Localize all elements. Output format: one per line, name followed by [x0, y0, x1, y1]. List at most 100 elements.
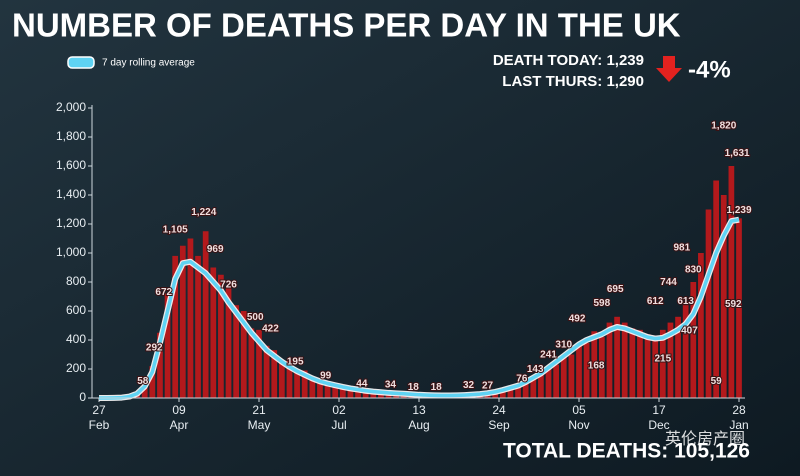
bar — [591, 331, 598, 398]
data-label: 1,239 — [726, 205, 751, 216]
bar — [362, 391, 369, 398]
bar — [515, 384, 521, 398]
data-label: 99 — [320, 370, 332, 381]
bar — [378, 392, 384, 398]
data-label: 492 — [569, 313, 586, 324]
y-tick-label: 1,600 — [56, 158, 86, 172]
data-label: 1,820 — [711, 121, 736, 132]
bar — [698, 253, 704, 398]
bar — [202, 231, 209, 398]
bar — [522, 383, 529, 398]
bar — [637, 329, 643, 398]
bar — [317, 380, 323, 398]
data-label: 44 — [356, 378, 368, 389]
data-label: 1,105 — [163, 224, 188, 235]
data-label: 292 — [146, 342, 163, 353]
bar — [576, 345, 582, 398]
bar — [675, 316, 681, 398]
stat-last: LAST THURS: 1,290 — [502, 73, 644, 90]
data-label: 500 — [247, 312, 264, 323]
bar — [538, 374, 544, 398]
bar — [263, 345, 270, 398]
data-label: 1,631 — [725, 148, 750, 159]
x-tick-label: 02 Jul — [331, 403, 346, 432]
rolling-average-line — [99, 217, 740, 400]
stat-today: DEATH TODAY: 1,239 — [493, 52, 644, 69]
bar — [279, 361, 285, 398]
bar — [218, 274, 224, 398]
data-label: 672 — [155, 287, 172, 298]
bar — [301, 370, 308, 398]
bar — [286, 360, 293, 398]
data-label: 830 — [685, 264, 702, 275]
change: -4% — [688, 56, 731, 83]
data-label: 32 — [463, 380, 475, 391]
x-tick-label: 09 Apr — [170, 403, 189, 432]
data-label: 969 — [207, 244, 224, 255]
data-label: 58 — [137, 376, 149, 387]
data-label: 18 — [408, 382, 420, 393]
bar — [614, 316, 620, 398]
bar — [141, 384, 148, 398]
bar — [713, 180, 719, 398]
legend-label: 7 day rolling average — [102, 58, 195, 69]
y-tick-label: 400 — [66, 332, 86, 346]
bar — [652, 335, 659, 398]
data-label: 1,224 — [191, 207, 216, 218]
y-tick-label: 1,200 — [56, 216, 86, 230]
bar — [606, 322, 613, 398]
bar — [210, 267, 217, 398]
bar — [583, 342, 590, 398]
y-tick-label: 600 — [66, 303, 86, 317]
data-label: 613 — [677, 296, 694, 307]
y-tick-label: 1,000 — [56, 245, 86, 259]
total-deaths: TOTAL DEATHS: 105,126 — [503, 440, 750, 463]
bar — [309, 379, 316, 398]
data-label: 143 — [527, 364, 544, 375]
legend-swatch — [67, 56, 95, 69]
bar — [507, 387, 514, 398]
bar — [530, 377, 537, 398]
bar — [553, 364, 559, 398]
bar — [736, 218, 742, 398]
bar — [225, 284, 232, 398]
data-label: 598 — [594, 298, 611, 309]
bar — [690, 282, 697, 398]
bar — [355, 390, 361, 398]
bar — [294, 371, 300, 398]
x-tick-label: 27 Feb — [89, 403, 110, 432]
down-arrow — [656, 56, 682, 82]
bar — [492, 393, 499, 398]
bar — [179, 245, 186, 398]
data-label: 612 — [647, 296, 664, 307]
bar — [248, 328, 255, 398]
bar — [659, 329, 666, 398]
data-label: 18 — [431, 382, 443, 393]
bar — [187, 238, 194, 398]
y-tick-label: 1,400 — [56, 187, 86, 201]
x-tick-label: 13 Aug — [408, 403, 429, 432]
y-tick-label: 800 — [66, 274, 86, 288]
data-label: 195 — [287, 356, 304, 367]
y-tick-label: 2,000 — [56, 100, 86, 114]
bar — [256, 329, 262, 398]
bar — [621, 322, 628, 398]
bar — [172, 255, 179, 398]
x-tick-label: 28 Jan — [729, 403, 748, 432]
data-label: 168 — [588, 360, 605, 371]
y-tick-label: 1,800 — [56, 129, 86, 143]
bar — [370, 392, 377, 398]
bar — [324, 384, 331, 398]
data-label: 76 — [516, 374, 528, 385]
x-tick-label: 05 Nov — [568, 403, 589, 432]
bar — [644, 334, 651, 398]
watermark: 英伦房产圈 — [665, 430, 745, 448]
bar — [682, 305, 689, 398]
data-label: 422 — [262, 323, 279, 334]
data-label: 981 — [674, 242, 691, 253]
bar — [705, 209, 712, 398]
bar — [195, 255, 201, 398]
data-label: 59 — [711, 376, 723, 387]
bar — [568, 354, 575, 398]
